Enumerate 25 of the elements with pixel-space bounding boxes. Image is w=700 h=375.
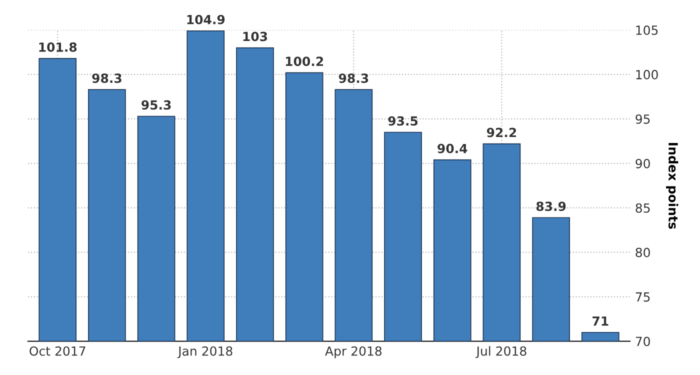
data-label: 101.8	[39, 42, 77, 52]
data-label: 83.9	[536, 202, 566, 212]
data-label: 98.3	[92, 74, 122, 83]
x-tick-label: Jan 2018	[177, 346, 232, 358]
y-tick-label: 70	[636, 336, 650, 346]
y-tick-label: 80	[636, 248, 650, 258]
y-tick-label: 90	[636, 158, 650, 168]
y-tick-label: 105	[636, 25, 658, 35]
data-label: 93.5	[388, 116, 418, 126]
y-tick-label: 85	[636, 203, 650, 213]
y-tick-label: 75	[636, 292, 650, 302]
y-tick-label: 95	[636, 114, 650, 124]
data-label: 103	[243, 32, 268, 42]
data-label: 90.4	[438, 144, 468, 154]
data-label: 95.3	[142, 100, 171, 110]
y-tick-label: 100	[636, 70, 658, 80]
data-label: 100.2	[286, 56, 324, 66]
data-label: 92.2	[486, 128, 516, 138]
data-label: 98.3	[338, 74, 368, 83]
x-tick-label: Oct 2017	[30, 346, 86, 356]
x-tick-label: Jul 2018	[476, 346, 526, 358]
y-axis-title: Index points	[666, 143, 678, 229]
x-tick-label: Apr 2018	[325, 346, 382, 358]
data-label: 104.9	[187, 14, 225, 24]
data-label: 71	[592, 316, 608, 326]
